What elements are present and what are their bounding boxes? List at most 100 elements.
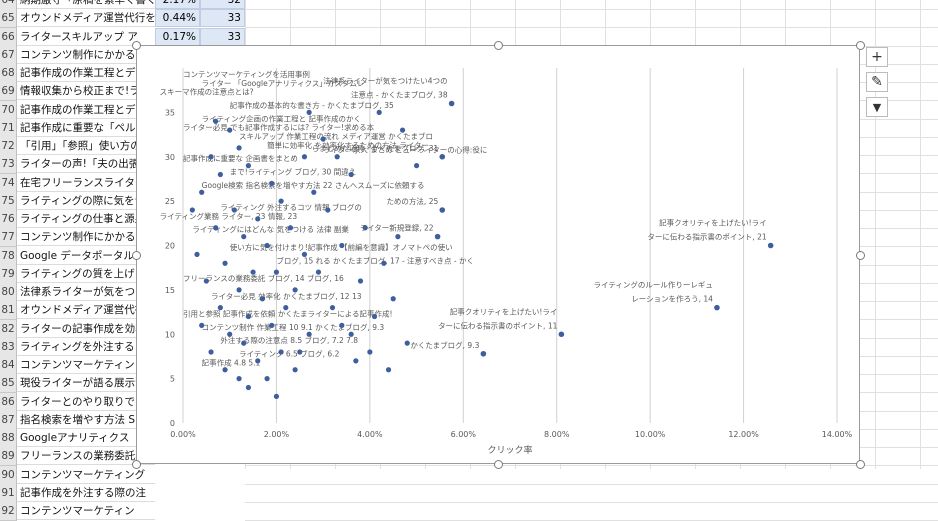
cell-title[interactable]: 記事作成を外注する際の注 — [17, 484, 155, 502]
overlap-data-label: ライター必見 でも記事作成するには? ライター!求める本 — [183, 122, 375, 132]
cell-title[interactable]: ライティングを外注する — [17, 338, 155, 356]
row-header[interactable]: 79 — [0, 264, 17, 284]
grid-row-line — [245, 9, 938, 10]
chart-styles-button[interactable]: ✎ — [866, 72, 888, 92]
row-header[interactable]: 70 — [0, 100, 17, 120]
row-header[interactable]: 75 — [0, 191, 17, 211]
cell-title[interactable]: 記事作成の作業工程とデ — [17, 101, 155, 119]
cell-rank[interactable]: 32 — [200, 0, 245, 9]
row-header[interactable]: 90 — [0, 465, 17, 485]
data-point — [269, 180, 275, 186]
overlap-data-label: ライティング 6.5 ブログ, 6.2 — [239, 348, 340, 358]
row-header[interactable]: 92 — [0, 502, 17, 521]
data-point — [222, 260, 228, 266]
data-point — [362, 225, 368, 231]
resize-handle-tm[interactable] — [494, 41, 503, 50]
cell-title[interactable]: 「引用」「参照」使い方の — [17, 137, 155, 155]
x-tick-label: 14.00% — [822, 430, 853, 439]
cell-title[interactable]: ライタースキルアップ ア — [17, 28, 155, 46]
row-header[interactable]: 88 — [0, 429, 17, 448]
cell-title[interactable]: コンテンツマーケティン — [17, 502, 155, 520]
data-point — [217, 305, 223, 311]
cell-title[interactable]: 現役ライターが語る展示会 — [17, 374, 155, 393]
data-point — [292, 287, 298, 293]
resize-handle-br[interactable] — [856, 460, 865, 469]
row-header[interactable]: 82 — [0, 319, 17, 339]
cell-title[interactable]: ライターとのやり取りで — [17, 393, 155, 411]
cell-title[interactable]: ライティングの仕事と源泉 — [17, 210, 155, 228]
overlap-data-label: 記事作成の基本的な書き方 - かくたまブログ, 35 — [230, 100, 394, 110]
row-header[interactable]: 80 — [0, 283, 17, 302]
resize-handle-tl[interactable] — [132, 41, 141, 50]
row-header[interactable]: 68 — [0, 64, 17, 83]
row-header[interactable]: 77 — [0, 228, 17, 248]
cell-ctr[interactable]: 0.44% — [155, 9, 200, 28]
resize-handle-mr[interactable] — [856, 251, 865, 260]
data-point — [315, 269, 322, 275]
row-header[interactable]: 87 — [0, 410, 17, 430]
cell-title[interactable]: 法律系ライターが気をつ — [17, 283, 155, 301]
cell-title[interactable]: 在宅フリーランスライター — [17, 174, 155, 192]
row-header[interactable]: 89 — [0, 447, 17, 467]
chart-filters-button[interactable]: ▼ — [866, 97, 888, 117]
resize-handle-bm[interactable] — [494, 460, 503, 469]
cell-ctr[interactable]: 2.17% — [155, 0, 200, 9]
data-point — [339, 242, 345, 249]
row-header[interactable]: 73 — [0, 155, 17, 175]
cell-title[interactable]: 情報収集から校正まで!ラ — [17, 82, 155, 101]
data-point — [245, 313, 251, 320]
cell-title[interactable]: 納期厳守「原稿を素早く書く — [17, 0, 155, 9]
overlap-data-label: ライティングにはどんな 気をつける 法律 副業 — [192, 224, 349, 234]
cell-title[interactable]: ライティングの質を上げる — [17, 265, 155, 283]
row-header[interactable]: 74 — [0, 173, 17, 193]
data-point — [222, 367, 228, 373]
cell-title[interactable]: ライターの声!「夫の出張 — [17, 155, 155, 174]
cell-title[interactable]: コンテンツ制作にかかる — [17, 228, 155, 247]
row-header[interactable]: 69 — [0, 82, 17, 102]
chart-elements-button[interactable]: + — [866, 47, 888, 67]
cell-title[interactable]: 記事作成に重要な「ペル — [17, 119, 155, 137]
cell-title[interactable]: Google データポータルで — [17, 247, 155, 265]
row-header[interactable]: 86 — [0, 392, 17, 412]
data-point — [241, 234, 247, 240]
data-point — [480, 350, 487, 357]
resize-handle-ml[interactable] — [132, 251, 141, 260]
cell-title[interactable]: 記事作成の作業工程とデ — [17, 64, 155, 82]
resize-handle-bl[interactable] — [132, 460, 141, 469]
row-header[interactable]: 67 — [0, 45, 17, 65]
row-header[interactable]: 71 — [0, 118, 17, 138]
cell-title[interactable]: オウンドメディア運営代行を — [17, 9, 155, 28]
row-header[interactable]: 76 — [0, 210, 17, 229]
row-header[interactable]: 66 — [0, 27, 17, 47]
cell-rank[interactable]: 33 — [200, 9, 245, 28]
resize-handle-tr[interactable] — [856, 41, 865, 50]
data-point — [259, 296, 266, 302]
cell-title[interactable]: ライターの記事作成を効率 — [17, 320, 155, 338]
row-header[interactable]: 84 — [0, 356, 17, 375]
row-header[interactable]: 72 — [0, 137, 17, 156]
cell-rank[interactable]: 33 — [200, 27, 245, 46]
data-label-line2: ターに伝わる指示書のポイント, 21 — [647, 232, 767, 242]
cell-ctr[interactable]: 0.17% — [155, 27, 200, 46]
scatter-chart[interactable]: 0.00% 2.00% 4.00% 6.00% 8.00% 10.00% 12.00% 14.… — [136, 45, 860, 464]
data-point — [311, 189, 317, 195]
row-header[interactable]: 83 — [0, 337, 17, 357]
cell-title[interactable]: ライティングの際に気をつ — [17, 192, 155, 210]
cell-title[interactable]: コンテンツマーケティン — [17, 356, 155, 374]
row-header[interactable]: 81 — [0, 301, 17, 321]
cell-title[interactable]: Googleアナリティクス「 — [17, 429, 155, 447]
brush-icon: ✎ — [871, 74, 883, 90]
data-point — [301, 251, 308, 257]
row-header[interactable]: 78 — [0, 246, 17, 266]
data-point — [353, 358, 359, 364]
cell-title[interactable]: フリーランスの業務委託契 — [17, 447, 155, 466]
cell-title[interactable]: 指名検索を増やす方法 SE — [17, 411, 155, 429]
row-header[interactable]: 85 — [0, 374, 17, 394]
cell-title[interactable]: コンテンツ制作にかかる — [17, 46, 155, 64]
data-point — [227, 127, 233, 133]
data-point — [255, 216, 261, 222]
row-header[interactable]: 91 — [0, 483, 17, 503]
data-point — [558, 331, 565, 338]
cell-title[interactable]: オウンドメディア運営代行 — [17, 301, 155, 320]
row-header[interactable]: 65 — [0, 9, 17, 29]
